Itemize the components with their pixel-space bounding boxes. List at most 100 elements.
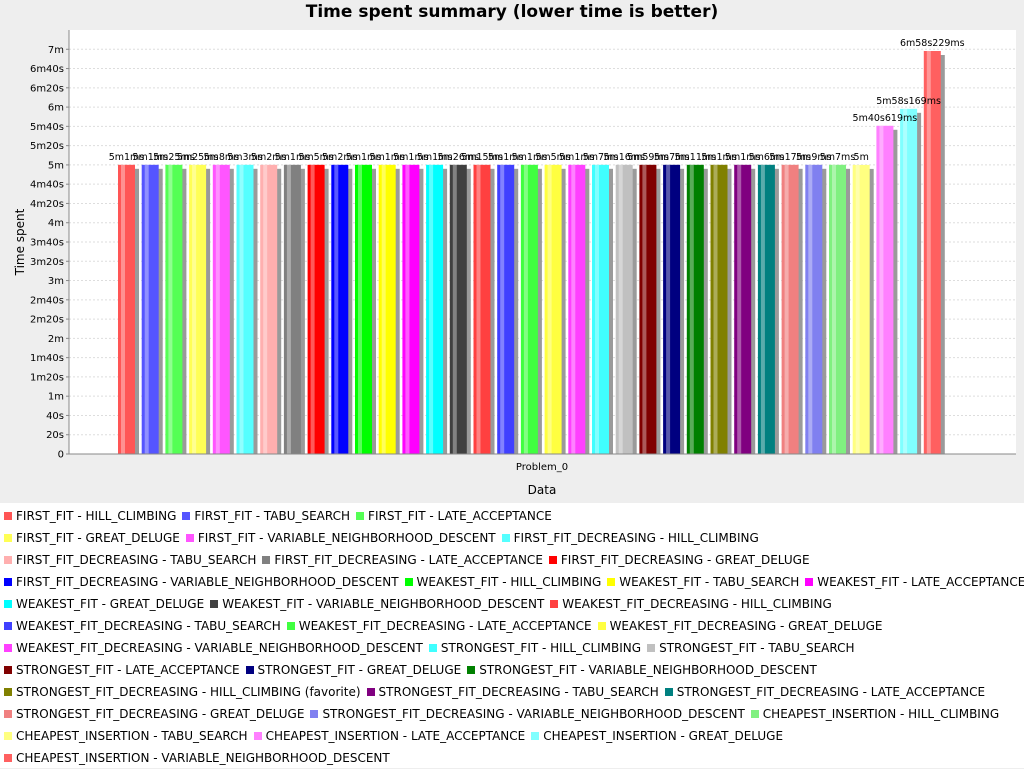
legend-row: STRONGEST_FIT - LATE_ACCEPTANCE STRONGEST… (4, 659, 1024, 681)
legend-item: FIRST_FIT - GREAT_DELUGE (4, 527, 180, 549)
data-label: 5m15ms (461, 152, 503, 163)
data-label: 6m58s229ms (900, 38, 965, 49)
bar-highlight (571, 164, 576, 454)
legend-item: STRONGEST_FIT_DECREASING - TABU_SEARCH (366, 681, 659, 703)
bar-highlight (239, 164, 244, 454)
legend: FIRST_FIT - HILL_CLIMBING FIRST_FIT - TAB… (0, 503, 1024, 768)
legend-swatch (404, 578, 413, 586)
legend-label: WEAKEST_FIT - TABU_SEARCH (619, 575, 800, 589)
legend-label: STRONGEST_FIT_DECREASING - GREAT_DELUGE (16, 707, 305, 721)
legend-item: CHEAPEST_INSERTION - TABU_SEARCH (4, 725, 248, 747)
legend-label: CHEAPEST_INSERTION - TABU_SEARCH (16, 729, 248, 743)
bar (615, 164, 633, 454)
legend-item: WEAKEST_FIT_DECREASING - TABU_SEARCH (4, 615, 281, 637)
legend-label: FIRST_FIT - GREAT_DELUGE (16, 531, 180, 545)
legend-label: STRONGEST_FIT_DECREASING - LATE_ACCEPTAN… (676, 685, 986, 699)
data-label: 5m7ms (583, 152, 619, 163)
legend-item: FIRST_FIT - TABU_SEARCH (182, 505, 350, 527)
legend-label: FIRST_FIT - VARIABLE_NEIGHBORHOOD_DESCEN… (197, 531, 496, 545)
legend-item: FIRST_FIT_DECREASING - GREAT_DELUGE (548, 549, 810, 571)
bar-highlight (121, 164, 125, 454)
bar (900, 108, 918, 455)
legend-swatch (607, 578, 616, 586)
legend-label: STRONGEST_FIT_DECREASING - TABU_SEARCH (378, 685, 659, 699)
bar (592, 164, 609, 454)
bar-highlight (215, 164, 220, 454)
legend-item: WEAKEST_FIT_DECREASING - VARIABLE_NEIGHB… (4, 637, 423, 659)
bar (212, 164, 230, 454)
bar (734, 164, 752, 454)
bar (426, 164, 444, 454)
y-tick-label: 4m20s (30, 199, 64, 210)
data-label: 5m1ms (417, 152, 453, 163)
legend-label: WEAKEST_FIT - LATE_ACCEPTANCE (817, 575, 1024, 589)
bar-highlight (642, 164, 647, 454)
bar (402, 164, 420, 454)
legend-item: STRONGEST_FIT_DECREASING - VARIABLE_NEIG… (310, 703, 745, 725)
bar (686, 164, 704, 454)
bar-highlight (618, 164, 623, 454)
legend-item: CHEAPEST_INSERTION - HILL_CLIMBING (750, 703, 999, 725)
legend-label: STRONGEST_FIT_DECREASING - HILL_CLIMBING… (16, 685, 361, 699)
data-label: 5m8ms (204, 152, 240, 163)
bar (805, 164, 823, 454)
y-tick-label: 4m40s (30, 180, 64, 191)
legend-item: WEAKEST_FIT - VARIABLE_NEIGHBORHOOD_DESC… (210, 593, 544, 615)
bar-highlight (808, 164, 813, 454)
legend-item: WEAKEST_FIT - TABU_SEARCH (607, 571, 799, 593)
legend-swatch (805, 578, 814, 586)
legend-label: CHEAPEST_INSERTION - GREAT_DELUGE (543, 729, 784, 743)
legend-label: WEAKEST_FIT - GREAT_DELUGE (16, 597, 205, 611)
legend-swatch (4, 622, 12, 630)
bar (189, 164, 207, 454)
legend-row: WEAKEST_FIT_DECREASING - TABU_SEARCH WEAK… (4, 615, 1024, 637)
bar-highlight (429, 164, 434, 454)
legend-swatch (597, 622, 606, 630)
legend-row: FIRST_FIT_DECREASING - VARIABLE_NEIGHBOR… (4, 571, 1024, 593)
legend-label: STRONGEST_FIT - TABU_SEARCH (659, 641, 855, 655)
y-tick-label: 2m (48, 334, 64, 345)
data-label: 5m1ms (725, 152, 761, 163)
bar (710, 164, 728, 454)
bar-highlight (855, 164, 860, 454)
legend-swatch (550, 600, 559, 608)
bar (923, 51, 941, 455)
data-label: 5m17ms (769, 152, 811, 163)
legend-swatch (647, 644, 656, 652)
bar-highlight (760, 164, 765, 454)
legend-label: FIRST_FIT - HILL_CLIMBING (16, 509, 177, 523)
legend-row: STRONGEST_FIT_DECREASING - HILL_CLIMBING… (4, 681, 1024, 703)
bar-highlight (263, 164, 268, 454)
bar (473, 164, 491, 454)
legend-item: WEAKEST_FIT - HILL_CLIMBING (404, 571, 601, 593)
y-tick-label: 7m (48, 45, 64, 56)
data-label: 5m1ms (512, 152, 548, 163)
legend-label: CHEAPEST_INSERTION - LATE_ACCEPTANCE (265, 729, 526, 743)
legend-row: CHEAPEST_INSERTION - VARIABLE_NEIGHBORHO… (4, 747, 1024, 769)
data-label: 5m2ms (322, 152, 358, 163)
legend-swatch (210, 600, 219, 608)
bar-highlight (358, 164, 362, 454)
legend-label: FIRST_FIT - LATE_ACCEPTANCE (368, 509, 552, 523)
legend-swatch (531, 732, 540, 740)
data-label: 5m7ms (820, 152, 856, 163)
legend-item: WEAKEST_FIT_DECREASING - GREAT_DELUGE (597, 615, 883, 637)
legend-item: STRONGEST_FIT - TABU_SEARCH (647, 637, 855, 659)
legend-swatch (182, 512, 191, 520)
legend-swatch (310, 710, 319, 718)
data-label: 5m5ms (298, 152, 334, 163)
data-label: 5m40s619ms (853, 113, 918, 124)
legend-label: STRONGEST_FIT - VARIABLE_NEIGHBORHOOD_DE… (479, 663, 817, 677)
y-axis-ticks: 0 20s 40s 1m 1m20s 1m40s 2m 2m20s 2m40s 3m 3m20s 3m… (30, 45, 69, 461)
y-tick-label: 6m40s (30, 64, 64, 75)
legend-row: FIRST_FIT - HILL_CLIMBING FIRST_FIT - TAB… (4, 505, 1024, 527)
data-label: 5m59ms (627, 152, 669, 163)
legend-item: CHEAPEST_INSERTION - GREAT_DELUGE (531, 725, 783, 747)
y-tick-label: 3m20s (30, 257, 64, 268)
y-tick-label: 2m20s (30, 315, 64, 326)
bar (141, 164, 159, 454)
legend-label: FIRST_FIT_DECREASING - GREAT_DELUGE (560, 553, 810, 567)
bar (639, 164, 657, 454)
y-tick-label: 5m40s (30, 122, 64, 133)
legend-item: STRONGEST_FIT_DECREASING - HILL_CLIMBING… (4, 681, 361, 703)
